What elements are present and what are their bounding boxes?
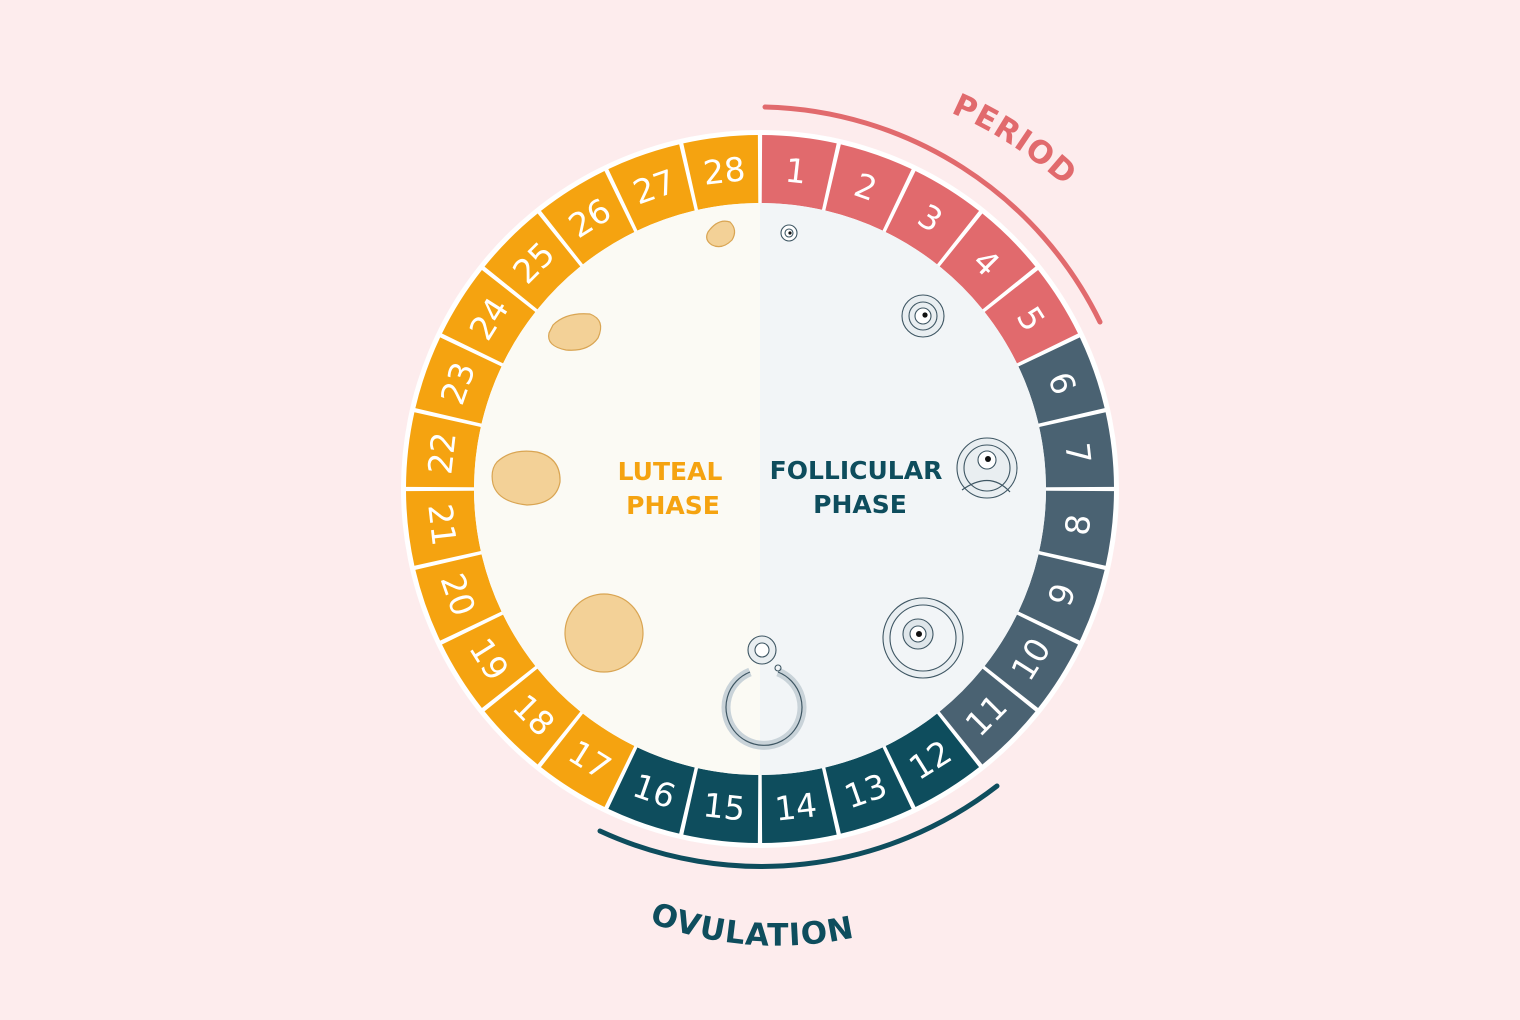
day-segment-8 <box>1039 490 1114 566</box>
day-segment-24 <box>441 269 536 364</box>
day-segment-20 <box>415 554 502 641</box>
day-segment-27 <box>608 144 695 231</box>
day-segment-28 <box>683 135 759 210</box>
day-segment-1 <box>761 135 837 210</box>
corpus-albicans-icon <box>706 220 736 248</box>
luteal-panel <box>474 203 760 775</box>
day-segment-25 <box>484 213 581 310</box>
primary-follicle-icon <box>901 294 945 338</box>
day-segment-10 <box>984 614 1079 709</box>
day-segment-11 <box>939 668 1036 765</box>
day-segment-7 <box>1039 412 1114 488</box>
day-label-1: 1 <box>783 150 808 191</box>
day-segment-3 <box>885 170 980 265</box>
day-segment-13 <box>825 747 912 834</box>
antral-follicle-icon <box>882 597 964 679</box>
day-segment-2 <box>825 144 912 231</box>
day-label-7: 7 <box>1057 441 1098 466</box>
day-segment-15 <box>683 768 759 843</box>
day-label-15: 15 <box>701 785 747 828</box>
day-segment-19 <box>441 614 536 709</box>
corpus-luteum-large-icon <box>564 593 644 673</box>
follicle-illustrations <box>721 224 1018 750</box>
day-label-28: 28 <box>701 149 747 192</box>
ovulation-arc <box>597 783 1000 869</box>
day-segment-12 <box>885 713 980 808</box>
day-segment-18 <box>484 668 581 765</box>
luteal-phase-label: LUTEAL <box>618 457 723 486</box>
luteal-phase-label-line2: PHASE <box>626 491 720 520</box>
corpus-luteum-small-icon <box>548 313 602 351</box>
corpus-luteum-illustrations <box>491 220 736 673</box>
day-segment-16 <box>608 747 695 834</box>
day-segment-21 <box>406 490 481 566</box>
day-label-14: 14 <box>773 785 819 828</box>
day-segment-17 <box>540 713 635 808</box>
day-segment-9 <box>1018 554 1105 641</box>
ovulation-label: OVULATION <box>646 896 857 954</box>
day-segment-6 <box>1018 337 1105 424</box>
day-label-8: 8 <box>1057 512 1098 537</box>
corpus-luteum-medium-icon <box>491 450 561 506</box>
day-ring: 1 234567891011121314151617181920212223242… <box>406 135 1114 843</box>
follicular-panel <box>760 203 1046 775</box>
day-label-22: 22 <box>420 430 463 476</box>
period-arc <box>762 104 1103 325</box>
day-segment-5 <box>984 269 1079 364</box>
secondary-follicle-icon <box>956 437 1018 499</box>
ruptured-follicle-icon <box>721 635 807 750</box>
primordial-follicle-icon <box>780 224 798 242</box>
follicular-phase-label-line2: PHASE <box>813 490 907 519</box>
day-segment-23 <box>415 337 502 424</box>
day-segment-22 <box>406 412 481 488</box>
follicular-phase-label: FOLLICULAR <box>770 456 943 485</box>
day-label-21: 21 <box>420 502 463 548</box>
day-segment-4 <box>939 213 1036 310</box>
day-segment-14 <box>761 768 837 843</box>
period-label: PERIOD <box>947 87 1084 193</box>
day-segment-26 <box>540 170 635 265</box>
